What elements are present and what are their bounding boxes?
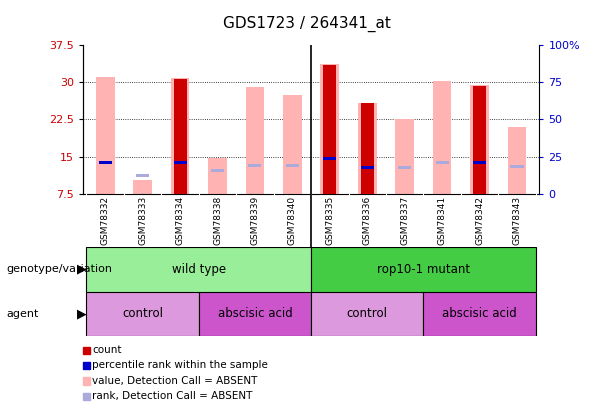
Text: GDS1723 / 264341_at: GDS1723 / 264341_at bbox=[223, 16, 390, 32]
Text: count: count bbox=[92, 345, 121, 355]
Text: GSM78339: GSM78339 bbox=[251, 196, 259, 245]
Bar bbox=[323, 64, 337, 194]
Bar bbox=[246, 87, 264, 194]
Text: GSM78332: GSM78332 bbox=[101, 196, 110, 245]
Bar bbox=[173, 162, 186, 164]
Text: GSM78343: GSM78343 bbox=[512, 196, 522, 245]
Text: ▶: ▶ bbox=[77, 307, 86, 320]
Text: value, Detection Call = ABSENT: value, Detection Call = ABSENT bbox=[92, 376, 257, 386]
Bar bbox=[211, 169, 224, 172]
Bar bbox=[173, 79, 186, 194]
Text: genotype/variation: genotype/variation bbox=[6, 264, 112, 274]
Bar bbox=[99, 162, 112, 164]
Bar bbox=[473, 85, 486, 194]
Text: abscisic acid: abscisic acid bbox=[218, 307, 292, 320]
Text: control: control bbox=[347, 307, 388, 320]
Bar bbox=[311, 247, 536, 292]
Bar bbox=[248, 164, 262, 167]
Bar bbox=[96, 77, 115, 194]
Bar bbox=[360, 166, 374, 169]
Text: GSM78334: GSM78334 bbox=[175, 196, 185, 245]
Bar bbox=[99, 162, 112, 164]
Bar bbox=[358, 103, 376, 194]
Text: ▶: ▶ bbox=[77, 263, 86, 276]
Bar bbox=[199, 292, 311, 336]
Bar bbox=[173, 162, 186, 164]
Bar bbox=[360, 166, 374, 169]
Text: GSM78333: GSM78333 bbox=[138, 196, 147, 245]
Bar bbox=[508, 128, 527, 194]
Text: GSM78340: GSM78340 bbox=[288, 196, 297, 245]
Bar bbox=[398, 166, 411, 169]
Bar bbox=[473, 162, 486, 164]
Bar bbox=[424, 292, 536, 336]
Bar bbox=[511, 165, 524, 168]
Bar bbox=[360, 103, 374, 194]
Text: GSM78341: GSM78341 bbox=[438, 196, 447, 245]
Text: GSM78336: GSM78336 bbox=[363, 196, 371, 245]
Text: control: control bbox=[122, 307, 163, 320]
Bar bbox=[323, 158, 337, 160]
Bar bbox=[395, 119, 414, 194]
Text: abscisic acid: abscisic acid bbox=[442, 307, 517, 320]
Text: rank, Detection Call = ABSENT: rank, Detection Call = ABSENT bbox=[92, 391, 253, 401]
Bar bbox=[473, 162, 486, 164]
Bar bbox=[86, 247, 311, 292]
Text: percentile rank within the sample: percentile rank within the sample bbox=[92, 360, 268, 370]
Text: GSM78338: GSM78338 bbox=[213, 196, 222, 245]
Bar bbox=[133, 180, 152, 194]
Text: agent: agent bbox=[6, 309, 39, 319]
Bar bbox=[171, 78, 189, 194]
Bar bbox=[436, 162, 449, 164]
Bar bbox=[286, 164, 299, 167]
Bar bbox=[470, 85, 489, 194]
Bar bbox=[208, 158, 227, 194]
Text: GSM78337: GSM78337 bbox=[400, 196, 409, 245]
Bar bbox=[433, 81, 451, 194]
Text: GSM78342: GSM78342 bbox=[475, 196, 484, 245]
Text: GSM78335: GSM78335 bbox=[326, 196, 334, 245]
Bar bbox=[136, 174, 149, 177]
Text: wild type: wild type bbox=[172, 263, 226, 276]
Bar bbox=[283, 96, 302, 194]
Bar bbox=[86, 292, 199, 336]
Bar bbox=[311, 292, 424, 336]
Bar bbox=[321, 64, 339, 194]
Text: rop10-1 mutant: rop10-1 mutant bbox=[377, 263, 470, 276]
Bar bbox=[323, 158, 337, 160]
